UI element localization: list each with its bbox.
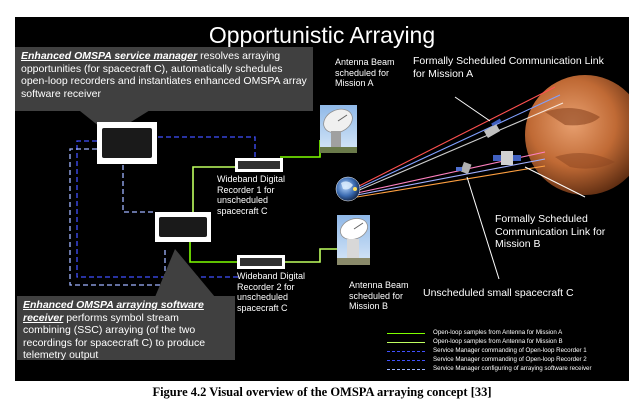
spacecraft-a [483,118,502,138]
recorder1-device [235,158,283,172]
arraying-receiver-callout: Enhanced OMSPA arraying software receive… [17,296,235,362]
antenna-b-image [337,215,370,265]
link-b-label: Formally Scheduled Communication Link fo… [495,213,606,250]
link-a-label: Formally Scheduled Communication Link fo… [413,55,604,80]
diagram-graphics [69,75,629,297]
legend-swatch [387,333,425,334]
path-antenna-a-to-recorder1 [280,140,321,158]
antenna-a-image [320,105,357,153]
cmd-manager-to-recorder1 [158,136,256,161]
legend-swatch [387,342,425,343]
service-manager-description: resolves arraying opportunities (for spa… [21,50,307,100]
small-spacecraft-label: Unscheduled small spacecraft C [423,287,574,299]
slide: Opportunistic Arraying Enhanced OMSPA se… [15,17,629,381]
legend-item: Open-loop samples from Antenna for Missi… [387,329,627,338]
callout-pointer-top [75,107,155,135]
spacecraft-c [456,161,472,175]
cmd-manager-to-recorder2 [76,140,240,278]
legend-label: Service Manager commanding of Open-loop … [433,347,587,354]
legend-swatch [387,360,425,361]
label-pointer-lines [454,96,586,280]
spacecraft-b [493,151,521,165]
legend-item: Service Manager configuring of arraying … [387,365,627,374]
legend-label: Open-loop samples from Antenna for Missi… [433,338,563,345]
legend-label: Service Manager commanding of Open-loop … [433,356,587,363]
legend-item: Service Manager commanding of Open-loop … [387,356,627,365]
cmd-manager-to-receiver-outer [69,148,166,286]
recorder2-device [237,255,285,269]
service-manager-server [97,122,157,164]
command-paths [69,136,256,286]
legend-label: Open-loop samples from Antenna for Missi… [433,329,563,336]
figure-caption: Figure 4.2 Visual overview of the OMSPA … [152,385,492,399]
cmd-manager-to-receiver [122,157,155,213]
service-manager-heading: Enhanced OMSPA service manager [21,50,198,62]
service-manager-callout: Enhanced OMSPA service manager resolves … [15,47,313,111]
legend-label: Service Manager configuring of arraying … [433,365,592,372]
callout-pointer-bottom [155,249,215,297]
link-beams [356,86,564,198]
arraying-receiver-description: performs symbol stream combining (SSC) a… [23,311,206,362]
path-antenna-b-to-recorder2 [285,248,337,263]
legend-swatch [387,369,425,370]
arraying-receiver-heading: Enhanced OMSPA arraying software receive… [23,299,204,324]
antenna-b-label: Antenna Beam scheduled for Mission B [349,280,409,311]
recorder1-label: Wideband Digital Recorder 1 for unschedu… [217,174,286,216]
arraying-receiver-server [155,212,211,242]
legend-item: Open-loop samples from Antenna for Missi… [387,338,627,347]
slide-title: Opportunistic Arraying [208,22,436,48]
mars-planet [525,75,629,195]
legend-swatch [387,351,425,352]
legend-item: Service Manager commanding of Open-loop … [387,347,627,356]
recorder2-label: Wideband Digital Recorder 2 for unschedu… [237,271,306,313]
antenna-a-label: Antenna Beam scheduled for Mission A [335,57,395,88]
